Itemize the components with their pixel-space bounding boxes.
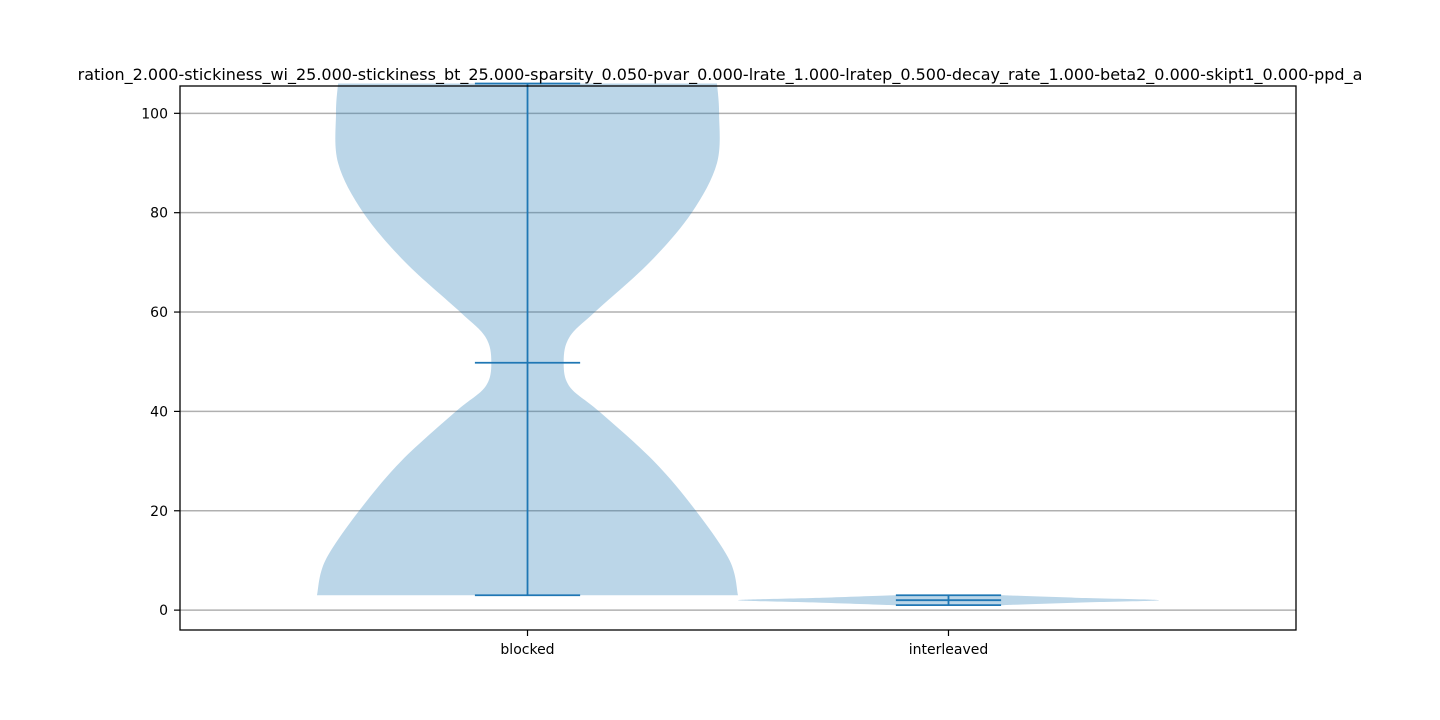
violin-bodies (317, 83, 1159, 606)
plot-frame (179, 85, 1297, 631)
y-tick-label: 80 (150, 206, 168, 222)
x-tick-label: blocked (500, 642, 554, 658)
grid-lines (180, 112, 1296, 611)
y-tick-label: 40 (150, 404, 168, 420)
x-tick-label: interleaved (909, 642, 989, 658)
axes: 0 20 40 60 80 100 blocked interleaved (141, 106, 988, 658)
y-tick-label: 100 (141, 106, 168, 122)
violin-stat-lines (474, 82, 1002, 607)
y-tick-label: 20 (150, 504, 168, 520)
chart-title: ration_2.000-stickiness_wi_25.000-sticki… (78, 65, 1363, 85)
y-tick-label: 60 (150, 305, 168, 321)
y-tick-label: 0 (159, 603, 168, 619)
